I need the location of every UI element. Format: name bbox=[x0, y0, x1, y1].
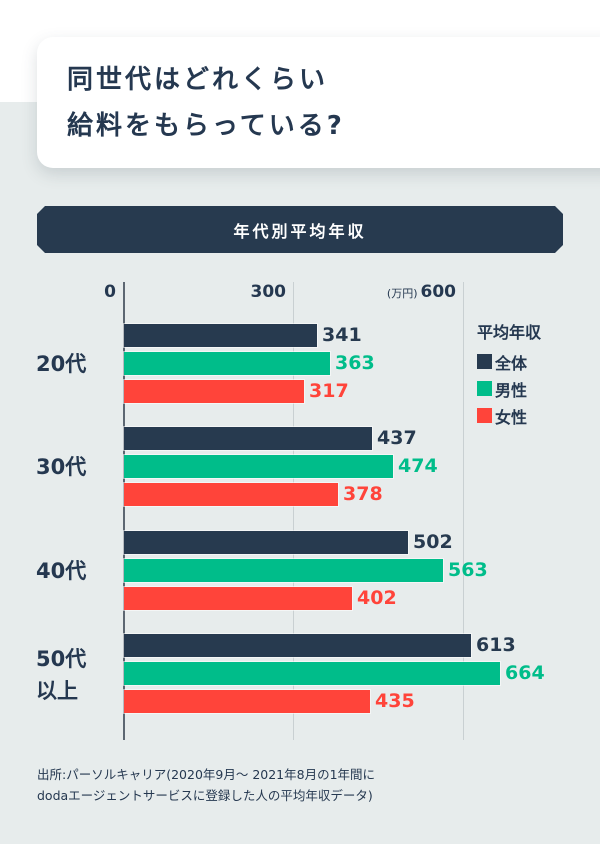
bar-40s-female bbox=[124, 587, 352, 610]
value-40s-female: 402 bbox=[357, 587, 397, 609]
bar-30s-overall bbox=[124, 427, 372, 450]
title-card: 同世代はどれくらい 給料をもらっている? bbox=[37, 37, 600, 168]
value-20s-overall: 341 bbox=[322, 324, 362, 346]
value-30s-overall: 437 bbox=[377, 427, 417, 449]
source-line-2: dodaエージェントサービスに登録した人の平均年収データ) bbox=[37, 788, 373, 803]
bar-30s-male bbox=[124, 455, 393, 478]
category-label-20s: 20代 bbox=[36, 352, 87, 376]
legend-label-overall: 全体 bbox=[495, 353, 528, 373]
category-label-50s-line2: 以上 bbox=[36, 679, 78, 703]
page-title-line-2: 給料をもらっている? bbox=[67, 111, 345, 141]
bar-20s-female bbox=[124, 380, 304, 403]
chart-legend: 平均年収 全体 男性 女性 bbox=[477, 320, 541, 429]
legend-swatch-overall bbox=[477, 354, 492, 369]
chart-title-banner: 年代別平均年収 bbox=[37, 206, 563, 253]
category-label-40s: 40代 bbox=[36, 559, 87, 583]
gridline-600 bbox=[463, 282, 464, 740]
value-50s-male: 664 bbox=[505, 662, 545, 684]
bar-50s-male bbox=[124, 662, 500, 685]
bar-50s-female bbox=[124, 690, 370, 713]
tick-label-600: (万円) 600 bbox=[340, 280, 456, 304]
chart-title: 年代別平均年収 bbox=[233, 221, 367, 241]
tick-label-0: 0 bbox=[104, 282, 116, 302]
value-50s-female: 435 bbox=[375, 690, 415, 712]
value-40s-overall: 502 bbox=[413, 531, 453, 553]
legend-item-overall: 全体 bbox=[477, 348, 541, 375]
value-20s-male: 363 bbox=[335, 352, 375, 374]
value-20s-female: 317 bbox=[309, 380, 349, 402]
source-note: 出所:パーソルキャリア(2020年9月〜 2021年8月の1年間に dodaエー… bbox=[37, 764, 577, 806]
value-50s-overall: 613 bbox=[476, 634, 516, 656]
legend-item-female: 女性 bbox=[477, 402, 541, 429]
value-30s-female: 378 bbox=[343, 483, 383, 505]
category-label-50s-line1: 50代 bbox=[36, 647, 87, 671]
bar-30s-female bbox=[124, 483, 338, 506]
unit-label: (万円) bbox=[386, 287, 418, 300]
tick-600-value: 600 bbox=[420, 282, 457, 302]
legend-title: 平均年収 bbox=[477, 323, 542, 342]
legend-swatch-male bbox=[477, 381, 492, 396]
legend-swatch-female bbox=[477, 408, 492, 423]
tick-label-300: 300 bbox=[250, 282, 287, 302]
legend-label-female: 女性 bbox=[495, 407, 528, 427]
legend-item-male: 男性 bbox=[477, 375, 541, 402]
source-line-1: 出所:パーソルキャリア(2020年9月〜 2021年8月の1年間に bbox=[37, 767, 376, 782]
bar-20s-male bbox=[124, 352, 330, 375]
gridline-300 bbox=[293, 282, 294, 740]
axis-zero-line bbox=[123, 282, 125, 740]
legend-label-male: 男性 bbox=[495, 380, 528, 400]
value-30s-male: 474 bbox=[398, 455, 438, 477]
bar-40s-overall bbox=[124, 531, 408, 554]
bar-40s-male bbox=[124, 559, 443, 582]
value-40s-male: 563 bbox=[448, 559, 488, 581]
page-title-line-1: 同世代はどれくらい bbox=[67, 65, 329, 95]
bar-20s-overall bbox=[124, 324, 317, 347]
category-label-30s: 30代 bbox=[36, 455, 87, 479]
bar-50s-overall bbox=[124, 634, 471, 657]
